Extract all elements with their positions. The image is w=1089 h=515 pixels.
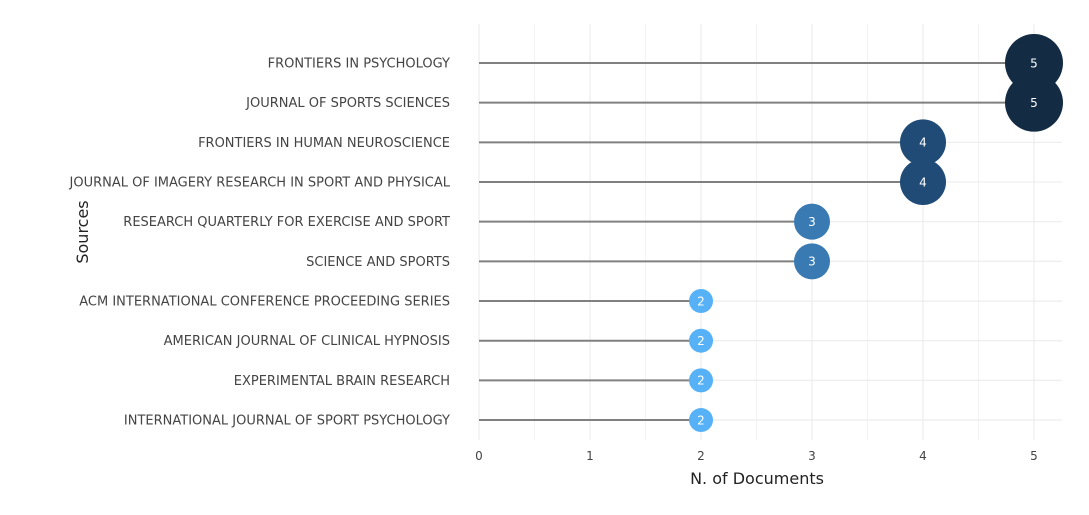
x-tick-label: 0	[475, 449, 483, 463]
data-point	[689, 408, 713, 433]
x-tick-label: 3	[808, 449, 816, 463]
data-label: 4	[919, 136, 927, 150]
data-point	[900, 119, 946, 166]
data-label: 2	[697, 294, 705, 308]
category-label: FRONTIERS IN PSYCHOLOGY	[268, 57, 450, 72]
x-tick-label: 1	[586, 449, 594, 463]
data-label: 2	[697, 374, 705, 388]
x-tick-label: 2	[697, 449, 705, 463]
y-axis-title: Sources	[73, 200, 92, 263]
category-label: INTERNATIONAL JOURNAL OF SPORT PSYCHOLOG…	[124, 414, 450, 429]
category-label: EXPERIMENTAL BRAIN RESEARCH	[234, 374, 450, 389]
data-point	[1005, 34, 1063, 92]
category-label: JOURNAL OF IMAGERY RESEARCH IN SPORT AND…	[69, 176, 451, 191]
x-tick-label: 4	[919, 449, 927, 463]
grid	[478, 24, 1062, 440]
data-point	[794, 203, 830, 240]
data-label: 5	[1030, 96, 1038, 110]
data-point	[689, 289, 713, 314]
category-labels: FRONTIERS IN PSYCHOLOGY JOURNAL OF SPORTS…	[69, 57, 451, 429]
x-tick-labels: 0 1 2 3 4 5	[475, 449, 1038, 463]
category-label: SCIENCE AND SPORTS	[306, 255, 450, 270]
data-label: 3	[808, 215, 816, 229]
data-point	[689, 368, 713, 393]
data-point	[900, 159, 946, 206]
x-axis-title: N. of Documents	[690, 469, 824, 488]
data-label: 4	[919, 175, 927, 189]
category-label: AMERICAN JOURNAL OF CLINICAL HYPNOSIS	[164, 334, 450, 349]
category-label: RESEARCH QUARTERLY FOR EXERCISE AND SPOR…	[123, 215, 450, 230]
category-label: JOURNAL OF SPORTS SCIENCES	[245, 96, 450, 111]
category-label: FRONTIERS IN HUMAN NEUROSCIENCE	[198, 136, 450, 151]
data-label: 2	[697, 413, 705, 427]
stems	[479, 62, 1034, 422]
bubbles: 5 5 4 4 3 3 2 2 2 2	[689, 34, 1063, 433]
data-point	[794, 243, 830, 280]
data-point	[689, 328, 713, 353]
data-label: 3	[808, 255, 816, 269]
category-label: ACM INTERNATIONAL CONFERENCE PROCEEDING …	[79, 295, 450, 310]
data-label: 5	[1030, 56, 1038, 70]
data-point	[1005, 73, 1063, 132]
data-label: 2	[697, 334, 705, 348]
x-tick-label: 5	[1030, 449, 1038, 463]
